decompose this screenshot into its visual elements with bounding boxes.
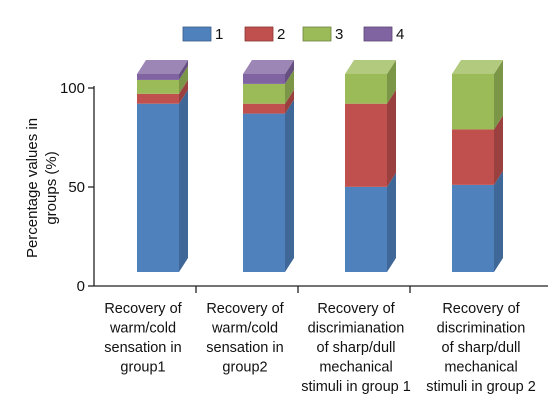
bar-segment-series-1 [137,89,188,272]
category-label: Recovery of warm/cold sensation in group2 [206,301,284,376]
bar-front-face [345,186,387,272]
y-tick-label: 100 [60,80,85,97]
legend-item-1: 1 [182,26,223,43]
bar-side-face [285,69,294,104]
bar-segment-series-1 [345,172,396,272]
legend-item-3: 3 [302,26,343,43]
bar-side-face [179,79,188,104]
bar-side-face [494,60,503,130]
y-axis-label: Percentage values in groups (%) [24,118,60,258]
bar-front-face [243,113,285,272]
legend-item-2: 2 [244,26,285,43]
legend-label: 2 [277,26,285,43]
legend-swatch [302,26,332,42]
bar-top-face [243,60,294,74]
bar-segment-series-2 [137,79,188,104]
legend-label: 4 [396,26,404,43]
bar-front-face [137,74,179,80]
bar-front-face [452,74,494,130]
bar-front-face [345,74,387,104]
bar-segment-series-4 [243,60,294,84]
bar-side-face [179,60,188,80]
bar-front-face [345,103,387,187]
bar-segment-series-1 [452,170,503,272]
bar-side-face [179,89,188,272]
bar-side-face [494,170,503,272]
bar-front-face [452,184,494,272]
y-tick-labels: 0 50 100 [60,80,85,295]
bar-top-face [137,60,188,74]
bar-segment-series-2 [345,89,396,187]
bar-front-face [243,103,285,114]
bar-front-face [243,83,285,104]
legend-label: 3 [335,26,343,43]
legend: 1 2 3 4 [182,26,404,43]
legend-item-4: 4 [363,26,404,43]
bar-top-face [345,60,396,74]
category-label: Recovery of discrimination of sharp/dull me… [426,301,536,395]
bar-segment-series-2 [452,115,503,185]
legend-swatch [182,26,212,42]
bar-top-face [452,60,503,74]
y-tick-label: 50 [68,179,85,196]
bar-segment-series-3 [345,60,396,104]
bar-segment-series-3 [452,60,503,130]
legend-label: 1 [215,26,223,43]
bar-front-face [137,93,179,104]
bar-front-face [137,79,179,94]
category-label: Recovery of warm/cold sensation in group1 [104,301,182,376]
bar-segment-series-3 [243,69,294,104]
bar-side-face [285,99,294,272]
bar-side-face [387,89,396,187]
y-axis-title: Percentage values in groups (%) [24,118,60,258]
axes [88,86,548,293]
y-tick-label: 0 [77,278,85,295]
category-label: Recovery of discrimianation of sharp/dull m… [301,301,411,395]
bar-front-face [452,129,494,185]
bar-segment-series-2 [243,89,294,114]
legend-swatch [363,26,393,42]
bar-side-face [179,65,188,94]
bar-side-face [387,60,396,104]
bars [137,60,503,272]
bar-segment-series-3 [137,65,188,94]
bar-side-face [285,60,294,84]
legend-swatch [244,26,274,42]
bar-side-face [285,89,294,114]
bar-segment-series-1 [243,99,294,272]
bar-front-face [243,74,285,84]
bar-side-face [494,115,503,185]
category-labels: Recovery of warm/cold sensation in group1 Re… [104,301,536,395]
bar-front-face [137,103,179,272]
bar-side-face [387,172,396,272]
bar-segment-series-4 [137,60,188,80]
